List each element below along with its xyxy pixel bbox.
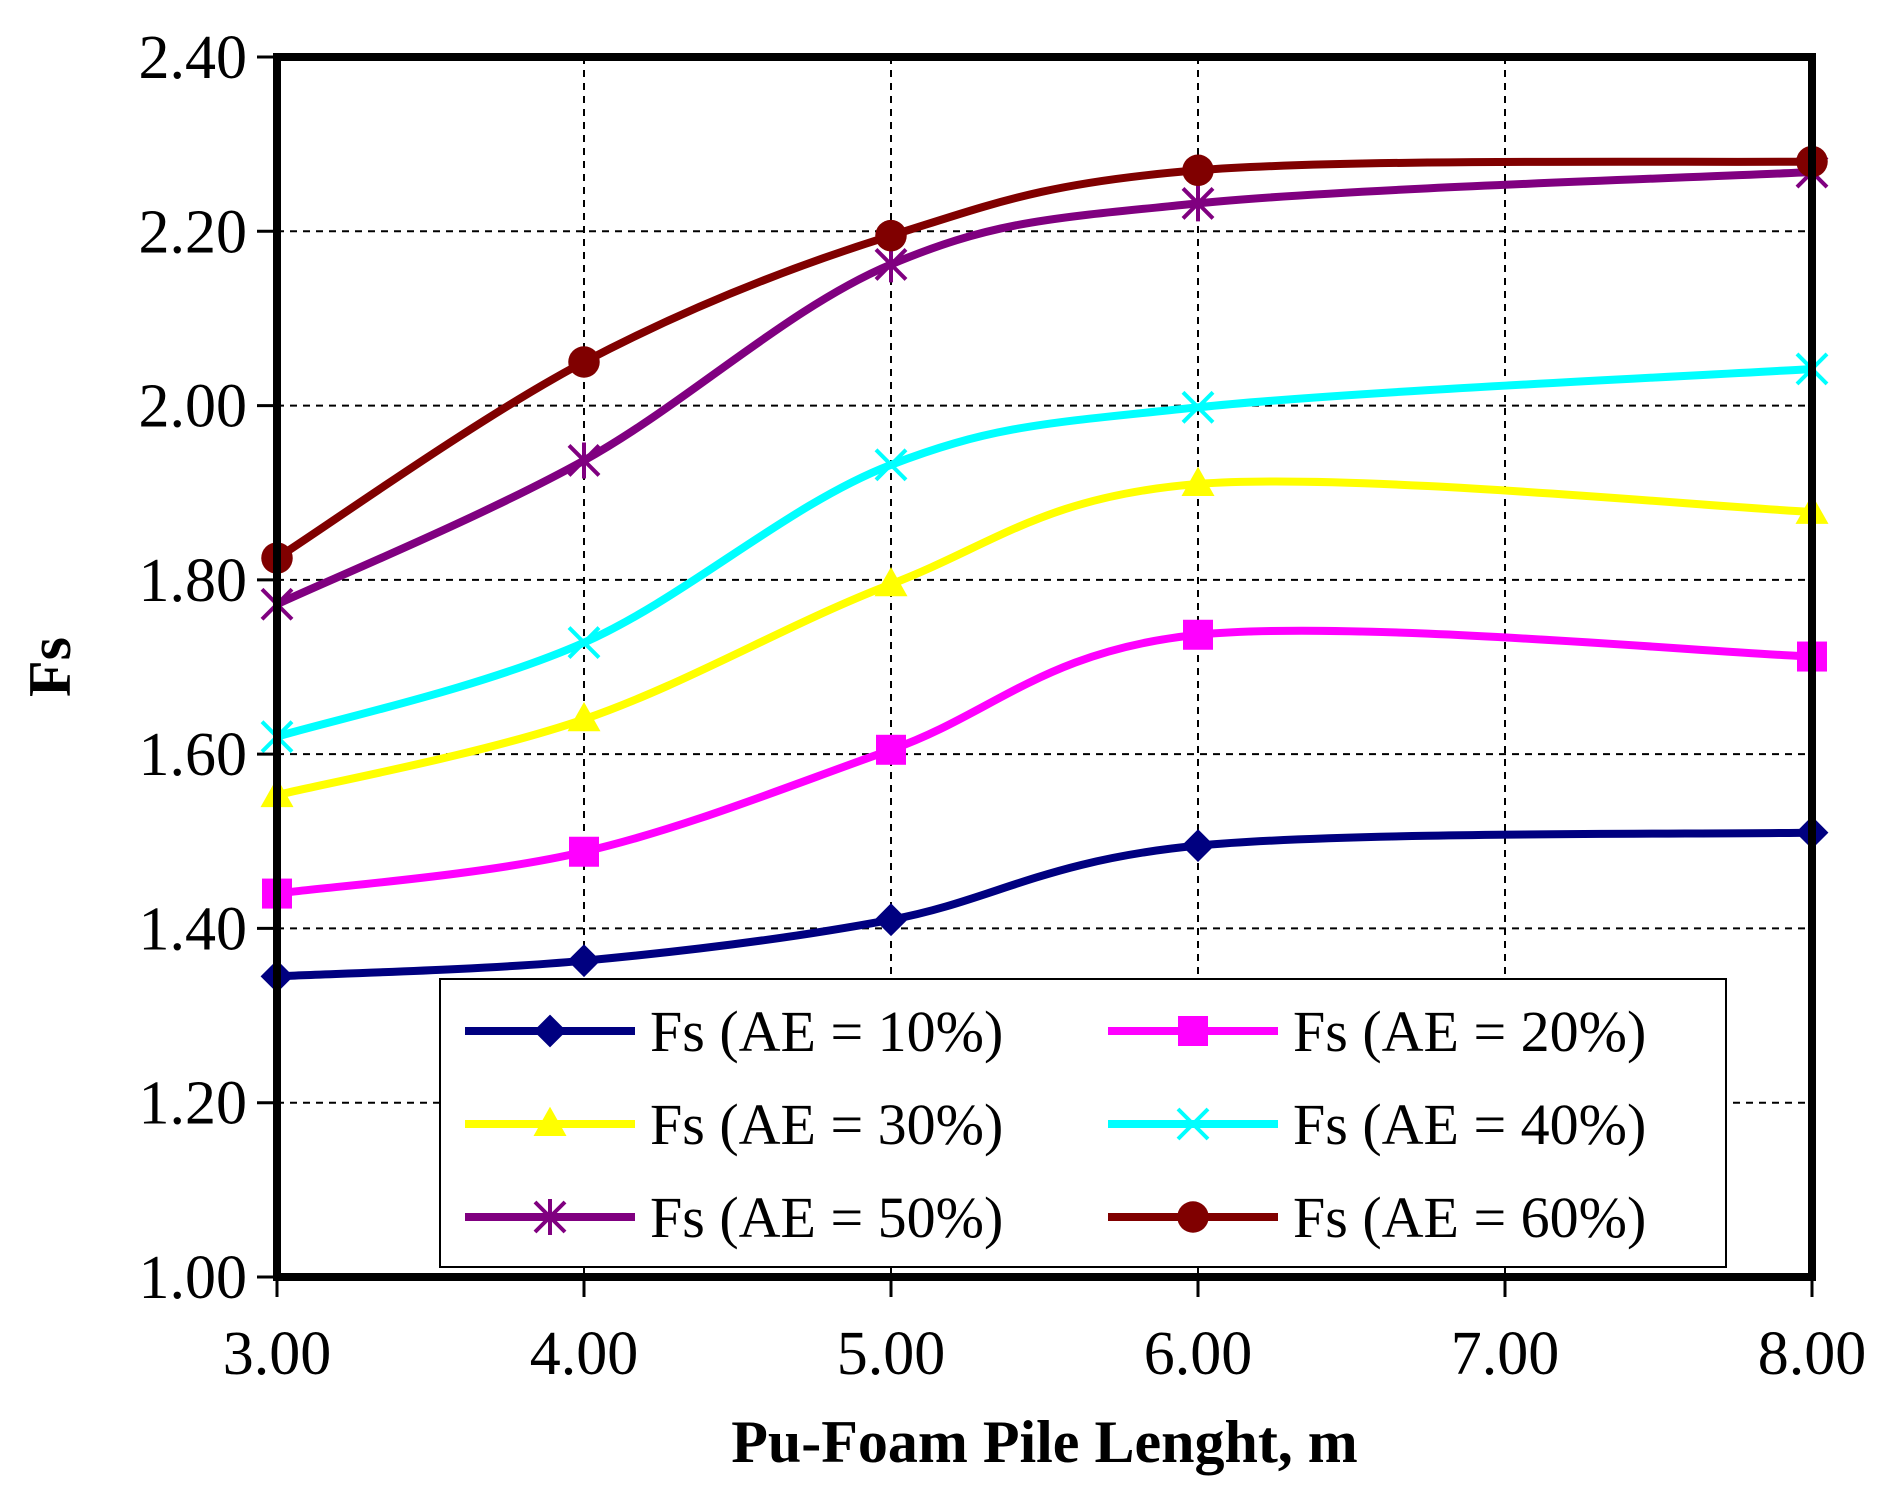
series-1 <box>260 816 1829 993</box>
legend-label: Fs (AE = 30%) <box>650 1092 1003 1157</box>
x-tick-label: 6.00 <box>1144 1320 1253 1388</box>
y-tick-label: 1.40 <box>139 895 248 963</box>
marker-square <box>1178 1016 1208 1046</box>
marker-square <box>569 836 599 867</box>
marker-x <box>1181 390 1215 424</box>
marker-triangle <box>1181 466 1215 496</box>
series-4 <box>260 352 1829 754</box>
legend-box <box>439 978 1727 1268</box>
series-line <box>276 477 1813 799</box>
x-tick-label: 8.00 <box>1758 1320 1867 1388</box>
y-axis-title: Fs <box>17 637 83 697</box>
marker-diamond <box>567 944 601 978</box>
legend-entry: Fs (AE = 60%) <box>1108 1185 1646 1250</box>
legend-entry: Fs (AE = 40%) <box>1108 1092 1646 1157</box>
plot-frame <box>273 53 1816 1281</box>
legend-label: Fs (AE = 50%) <box>650 1185 1003 1250</box>
marker-square <box>1183 619 1213 650</box>
series-3 <box>260 466 1829 808</box>
marker-square <box>876 734 906 765</box>
y-tick-label: 1.00 <box>139 1244 248 1312</box>
marker-diamond <box>874 903 908 937</box>
legend: Fs (AE = 10%) Fs (AE = 20%) Fs (AE = 30%) F… <box>439 978 1727 1268</box>
marker-x <box>874 448 908 482</box>
marker-diamond <box>1181 829 1215 863</box>
ticks: 1.00 1.20 1.40 1.60 1.80 2.00 2.20 2.40 3.00 4.00… <box>139 24 1867 1388</box>
series-line <box>274 157 1813 562</box>
legend-label: Fs (AE = 60%) <box>1293 1185 1646 1250</box>
marker-circle <box>875 219 907 252</box>
marker-diamond <box>533 1014 567 1048</box>
series-line <box>276 828 1813 981</box>
marker-circle <box>1182 154 1214 187</box>
y-tick-label: 1.80 <box>139 547 248 615</box>
marker-triangle <box>567 702 601 732</box>
marker-triangle <box>533 1106 567 1136</box>
y-tick-label: 2.00 <box>139 373 248 441</box>
y-tick-label: 2.40 <box>139 24 248 92</box>
legend-entry: Fs (AE = 30%) <box>465 1092 1003 1157</box>
series-line <box>275 168 1813 608</box>
legend-entry: Fs (AE = 10%) <box>465 999 1003 1064</box>
y-tick-label: 2.20 <box>139 198 248 266</box>
x-axis-title: Pu-Foam Pile Lenght, m <box>731 1409 1358 1475</box>
legend-label: Fs (AE = 40%) <box>1293 1092 1646 1157</box>
series-layer <box>260 145 1829 993</box>
series-line <box>276 626 1813 898</box>
x-tick-label: 5.00 <box>837 1320 946 1388</box>
series-line <box>275 364 1813 741</box>
marker-x <box>1176 1107 1210 1141</box>
legend-entry: Fs (AE = 20%) <box>1108 999 1646 1064</box>
y-tick-label: 1.60 <box>139 721 248 789</box>
marker-star <box>533 1199 567 1235</box>
legend-label: Fs (AE = 10%) <box>650 999 1003 1064</box>
marker-circle <box>1177 1201 1209 1233</box>
marker-x <box>567 626 601 660</box>
marker-star <box>1181 185 1215 222</box>
marker-triangle <box>874 566 908 597</box>
x-tick-label: 4.00 <box>530 1320 639 1388</box>
marker-star <box>567 442 601 479</box>
marker-circle <box>568 346 600 378</box>
legend-entry: Fs (AE = 50%) <box>465 1185 1003 1250</box>
marker-star <box>874 246 908 283</box>
x-tick-label: 7.00 <box>1451 1320 1560 1388</box>
legend-label: Fs (AE = 20%) <box>1293 999 1646 1064</box>
y-tick-label: 1.20 <box>139 1070 248 1138</box>
series-2 <box>262 619 1827 909</box>
x-tick-label: 3.00 <box>223 1320 332 1388</box>
series-6 <box>261 145 1828 574</box>
